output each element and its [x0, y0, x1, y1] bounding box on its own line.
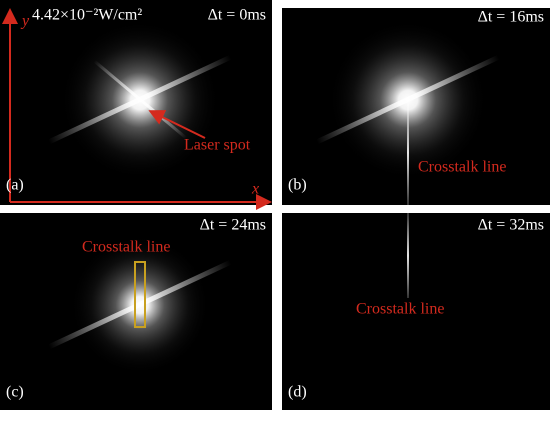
panel-c: Δt = 24ms Crosstalk line (c) [0, 213, 272, 410]
panel-d: Δt = 32ms Crosstalk line (d) [282, 213, 550, 410]
annotation: Crosstalk line [418, 159, 506, 176]
image [282, 213, 550, 410]
pointer [148, 110, 206, 139]
highlight-box [134, 261, 146, 328]
time: Δt = 32ms [478, 217, 544, 234]
time: Δt = 0ms [208, 7, 266, 24]
time: Δt = 16ms [478, 9, 544, 26]
panel-label: (c) [6, 384, 24, 401]
panel-label: (d) [288, 384, 307, 401]
annotation: Crosstalk line [356, 301, 444, 318]
panel-a: y x 4.42×10⁻²W/cm² Δt = 0ms Laser spot (… [0, 0, 272, 210]
x-label: x [251, 181, 259, 198]
streak [316, 55, 500, 145]
crosstalk-line [407, 213, 409, 298]
y-label: y [20, 13, 30, 30]
intensity: 4.42×10⁻²W/cm² [32, 7, 142, 24]
annotation: Crosstalk line [82, 239, 170, 256]
crosstalk-line [407, 100, 409, 205]
annotation: Laser spot [184, 137, 251, 154]
panel-label: (a) [6, 177, 24, 194]
panel-b: Δt = 16ms Crosstalk line (b) [282, 8, 550, 205]
streak [48, 260, 232, 350]
panel-label: (b) [288, 177, 307, 194]
time: Δt = 24ms [200, 217, 266, 234]
